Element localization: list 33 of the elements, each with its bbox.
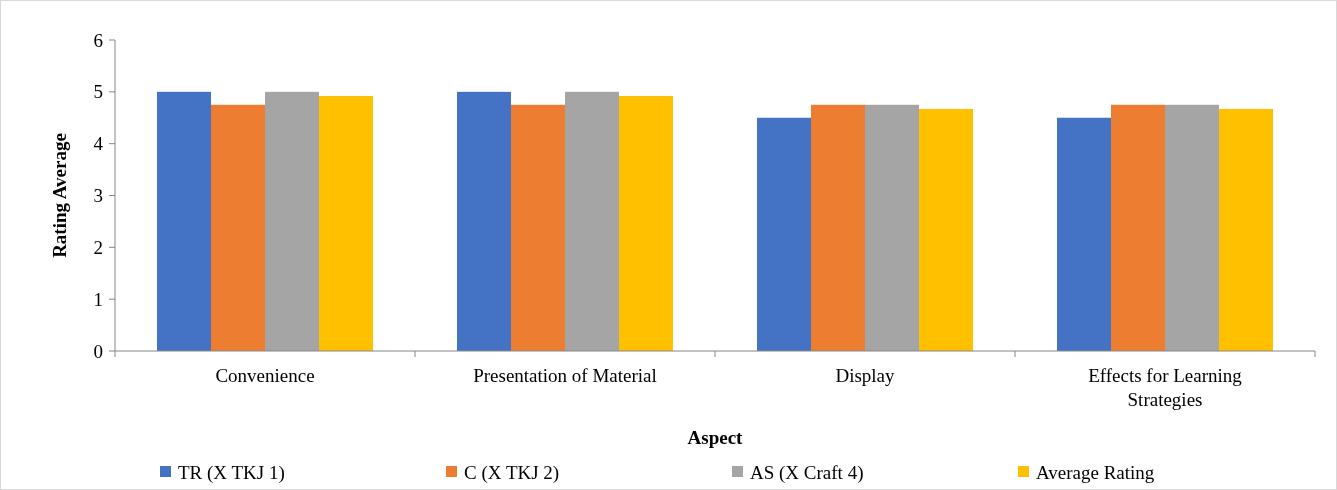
bar: [1057, 117, 1111, 351]
y-tick-label: 5: [93, 81, 103, 103]
bar: [619, 95, 673, 351]
bar: [1111, 104, 1165, 351]
bar: [757, 117, 811, 351]
y-tick-label: 6: [93, 29, 103, 51]
bar: [211, 104, 265, 351]
bar: [1165, 104, 1219, 351]
y-tick-label: 3: [93, 185, 103, 207]
x-tick-label: Effects for Learning Strategies: [1088, 365, 1243, 410]
y-tick-label: 1: [93, 288, 103, 310]
y-tick-label: 4: [93, 133, 104, 155]
legend-label: TR (X TKJ 1): [178, 461, 285, 484]
bar: [865, 104, 919, 351]
y-tick-label: 0: [93, 340, 103, 362]
bar: [457, 91, 511, 351]
bar: [1219, 108, 1273, 351]
y-axis-title: Rating Average: [49, 133, 70, 258]
bar: [157, 91, 211, 351]
x-tick-label: Display: [835, 365, 896, 386]
legend-label: Average Rating: [1036, 461, 1155, 483]
legend-label: AS (X Craft 4): [750, 461, 864, 484]
legend-label: C (X TKJ 2): [464, 461, 560, 484]
y-tick-label: 2: [93, 236, 103, 258]
bar: [565, 91, 619, 351]
x-tick-label: Convenience: [215, 365, 315, 386]
bar: [811, 104, 865, 351]
bar: [319, 95, 373, 351]
bar: [919, 108, 973, 351]
x-axis-title: Aspect: [687, 427, 744, 448]
bar: [265, 91, 319, 351]
x-tick-label: Presentation of Material: [473, 365, 657, 386]
bar: [511, 104, 565, 351]
